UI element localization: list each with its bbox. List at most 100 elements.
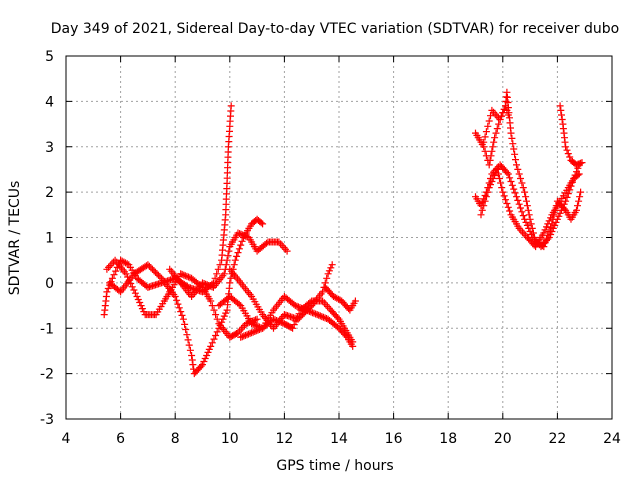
data-point-marker [251,328,259,335]
data-point-marker [236,230,244,238]
data-point-marker [504,170,512,178]
data-point-marker [487,181,494,189]
data-point-marker [491,110,499,118]
data-point-marker [155,271,162,279]
data-point-marker [131,289,139,297]
data-point-marker [149,265,156,273]
data-point-marker [494,170,502,178]
data-point-marker [220,270,228,278]
data-point-marker [296,314,304,322]
data-point-marker [491,172,499,179]
x-tick-label: 22 [548,431,566,447]
data-point-marker [556,102,564,110]
data-point-marker [573,206,580,214]
data-point-marker [184,336,192,344]
data-point-marker [144,261,152,269]
data-point-marker [324,303,331,310]
data-point-marker [297,312,305,320]
data-markers [100,88,586,378]
data-point-marker [518,208,526,216]
data-point-marker [489,143,497,151]
x-tick-label: 6 [116,431,125,447]
data-point-marker [492,129,500,137]
data-point-marker [510,145,518,153]
data-point-marker [280,244,288,251]
data-point-marker [263,239,270,247]
data-point-marker [248,320,256,328]
data-point-marker [484,122,492,130]
series-track7 [237,293,357,350]
data-point-marker [328,261,336,269]
y-tick-label: 3 [45,140,54,156]
x-tick-label: 4 [62,431,71,447]
data-point-marker [547,214,555,222]
data-point-marker [342,332,350,340]
data-point-marker [134,296,142,303]
plot-frame [65,55,613,420]
y-axis-ticks: -3 -2 -1 0 1 2 3 4 5 [40,49,612,428]
data-point-marker [482,128,490,136]
data-point-marker [208,339,216,347]
data-point-marker [484,188,492,196]
y-tick-label: -3 [40,412,54,428]
data-point-marker [231,256,239,264]
data-point-marker [323,274,331,282]
data-point-marker [558,116,566,123]
data-point-marker [183,331,191,339]
data-point-marker [103,288,111,296]
data-point-marker [488,178,496,185]
data-point-marker [523,221,531,229]
series-track4 [166,229,291,300]
data-point-marker [487,112,494,120]
data-point-marker [234,249,242,257]
data-point-marker [556,209,564,217]
data-point-marker [235,300,243,308]
data-point-marker [182,326,190,333]
data-point-marker [254,326,262,334]
data-point-marker [477,211,485,219]
data-point-marker [486,156,494,164]
data-point-marker [199,361,206,369]
y-axis-label: SDTVAR / TECUs [7,181,23,296]
y-tick-label: 0 [45,276,54,292]
data-point-marker [222,261,230,269]
x-tick-label: 24 [603,431,621,447]
x-tick-label: 10 [221,431,239,447]
data-point-marker [122,270,130,278]
data-point-marker [481,197,489,205]
data-point-marker [239,231,247,239]
series-track13 [556,102,586,169]
data-point-marker [283,247,291,255]
data-point-marker [563,193,571,201]
data-point-marker [185,273,192,281]
data-point-marker [519,212,527,220]
data-point-marker [248,329,256,337]
data-point-marker [496,175,503,182]
data-point-marker [226,279,234,287]
data-point-marker [527,220,535,228]
data-point-marker [112,267,120,275]
data-point-marker [211,274,219,282]
data-point-marker [290,321,298,329]
data-point-marker [241,331,249,339]
data-point-marker [521,188,529,196]
data-point-marker [197,362,205,370]
data-point-marker [522,193,530,201]
data-point-marker [214,265,222,273]
data-point-marker [324,270,332,278]
data-point-marker [319,288,327,296]
data-point-marker [210,335,218,343]
data-point-marker [523,202,531,210]
data-point-marker [481,133,489,141]
data-point-marker [504,203,512,211]
x-tick-label: 18 [439,431,457,447]
data-point-marker [517,204,524,212]
data-point-marker [227,102,235,110]
data-point-marker [500,192,508,200]
data-point-marker [212,332,220,339]
data-point-marker [238,237,246,245]
data-point-marker [222,309,230,317]
data-point-marker [511,150,519,158]
data-point-marker [526,215,534,223]
series-track12 [480,102,512,146]
